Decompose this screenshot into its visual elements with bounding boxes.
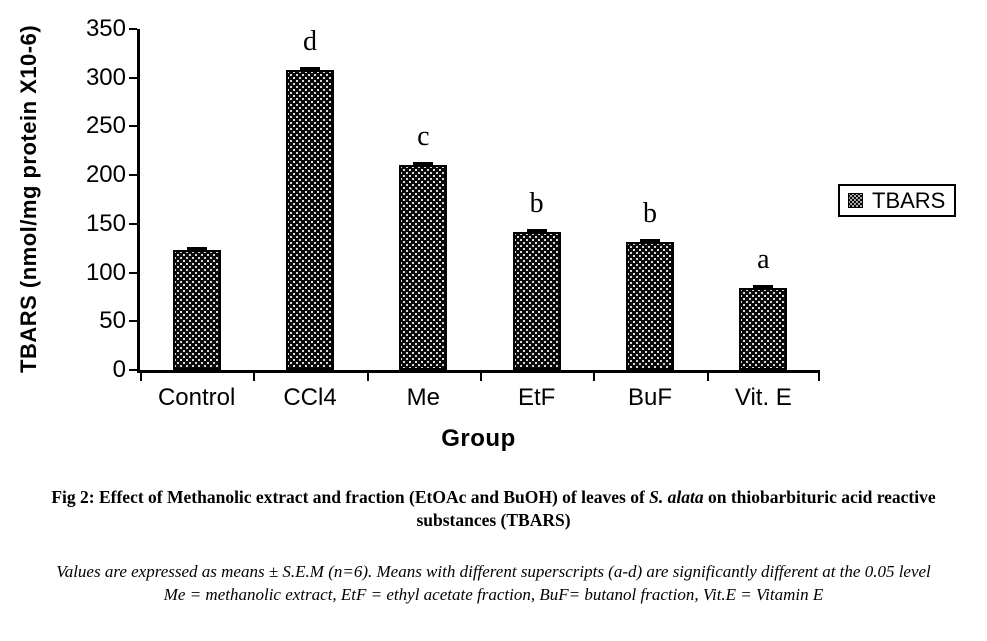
sig-letter-buf: b [643, 198, 657, 230]
y-tick-label: 0 [112, 356, 126, 383]
figure-caption: Fig 2: Effect of Methanolic extract and … [0, 486, 987, 532]
error-bar-cap-control [186, 247, 207, 252]
x-axis-tick [253, 373, 256, 381]
y-tick-label: 200 [85, 161, 126, 189]
y-axis-tick [129, 125, 137, 128]
x-axis-tick [593, 373, 596, 381]
bar-ccl4 [286, 69, 334, 370]
x-category-label-vit-e: Vit. E [734, 384, 792, 411]
notes-line-means: Values are expressed as means ± S.E.M (n… [56, 562, 931, 581]
x-category-label-buf: BuF [627, 384, 673, 411]
legend-label-tbars: TBARS [872, 187, 946, 213]
y-axis-tick [129, 271, 137, 274]
bar-control [172, 250, 221, 370]
x-axis-title: Group [441, 425, 516, 452]
tbars-bar-chart: TBARS (nmol/mg protein X10-6) 0 50 100 150 2… [16, 17, 956, 452]
error-bar-cap-me [413, 162, 434, 167]
x-axis-tick [480, 373, 482, 381]
bar-me [399, 165, 448, 370]
x-axis-tick [140, 373, 142, 381]
sig-letter-me: c [417, 121, 430, 153]
y-axis-tick [129, 174, 137, 177]
y-axis-title: TBARS (nmol/mg protein X10-6) [16, 24, 41, 373]
sig-letter-etf: b [529, 187, 544, 219]
y-tick-label: 150 [85, 209, 126, 237]
x-category-label-ccl4: CCl4 [283, 384, 337, 411]
bar-etf [512, 231, 561, 370]
error-bar-cap-ccl4 [300, 66, 320, 71]
y-tick-label: 300 [85, 63, 126, 91]
x-category-label-me: Me [406, 384, 440, 411]
x-category-label-etf: EtF [517, 384, 556, 411]
sig-letter-ccl4: d [303, 25, 317, 57]
x-axis-tick [706, 373, 709, 381]
y-tick-label: 50 [99, 307, 126, 335]
caption-text-after: on thiobarbituric acid reactive substanc… [416, 487, 936, 530]
caption-species-name: S. alata [649, 487, 704, 507]
legend-box: TBARS [838, 184, 956, 217]
y-tick-label: 100 [85, 258, 126, 286]
error-bar-cap-etf [526, 228, 547, 233]
x-category-label-control: Control [157, 384, 236, 411]
bar-vit-e [739, 288, 788, 370]
x-axis-tick [818, 373, 820, 381]
figure-notes: Values are expressed as means ± S.E.M (n… [0, 560, 987, 606]
legend-swatch-tbars-pattern-icon [848, 193, 863, 208]
bar-buf [626, 242, 674, 370]
sig-letter-vit-e: a [757, 244, 770, 276]
y-tick-label: 350 [85, 15, 126, 42]
error-bar-cap-buf [640, 239, 660, 244]
y-axis-tick [129, 369, 137, 371]
y-axis-tick [129, 76, 137, 79]
plot-area: 0 50 100 150 200 250 300 350 Control d CCl4 c Me b EtF… [86, 17, 820, 411]
y-axis-tick [129, 28, 137, 30]
notes-line-abbreviations: Me = methanolic extract, EtF = ethyl ace… [163, 585, 824, 604]
y-axis-tick [129, 222, 137, 225]
caption-text-before: Fig 2: Effect of Methanolic extract and … [51, 487, 650, 507]
y-tick-label: 250 [85, 112, 126, 140]
error-bar-cap-vit-e [753, 285, 774, 290]
y-axis-tick [129, 320, 137, 323]
x-axis-tick [366, 373, 369, 381]
